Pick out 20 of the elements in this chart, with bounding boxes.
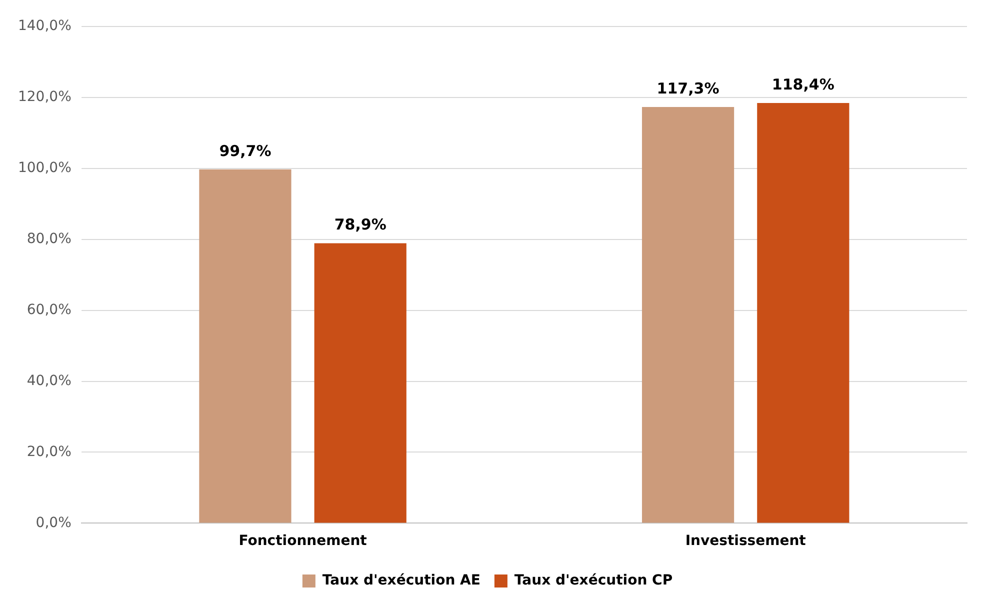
bar bbox=[199, 169, 292, 523]
y-tick-label: 0,0% bbox=[36, 514, 72, 531]
data-label: 78,9% bbox=[334, 216, 386, 234]
y-tick-label: 80,0% bbox=[26, 230, 72, 247]
y-tick-label: 60,0% bbox=[26, 302, 72, 318]
x-tick-label: Investissement bbox=[685, 533, 806, 550]
bar bbox=[314, 243, 406, 523]
y-tick-label: 120,0% bbox=[18, 89, 72, 106]
data-label: 117,3% bbox=[656, 79, 720, 98]
legend-label: Taux d'exécution AE bbox=[322, 572, 480, 589]
bar bbox=[642, 106, 734, 523]
y-tick-label: 140,0% bbox=[18, 18, 72, 34]
data-label: 99,7% bbox=[219, 142, 272, 160]
legend-label: Taux d'exécution CP bbox=[514, 572, 673, 589]
bar bbox=[757, 103, 850, 523]
y-tick-label: 20,0% bbox=[26, 444, 72, 460]
y-tick-label: 100,0% bbox=[18, 160, 72, 176]
data-label: 118,4% bbox=[772, 75, 834, 94]
x-tick-label: Fonctionnement bbox=[238, 533, 368, 550]
y-tick-label: 40,0% bbox=[26, 372, 72, 389]
